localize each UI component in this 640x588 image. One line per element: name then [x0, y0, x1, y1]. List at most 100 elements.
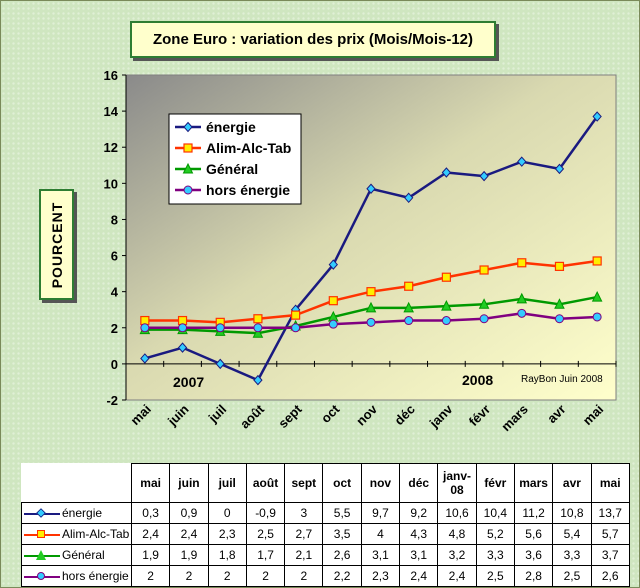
- data-point-energie: [328, 259, 338, 270]
- x-tick-label: oct: [318, 401, 343, 426]
- table-row: hors énergie 2 2 2 2 2 2,2 2,3 2,4 2,4 2,5 2,8 2,5 2,…: [21, 565, 630, 587]
- table-cell: 2,5: [245, 523, 286, 545]
- data-point-energie: [366, 183, 376, 195]
- table-cell: 2: [130, 565, 171, 587]
- table-cell: 2: [284, 565, 324, 587]
- table-cell: 0,9: [169, 502, 209, 524]
- table-row-header: Général: [21, 544, 132, 566]
- table-cell: 5,5: [322, 502, 362, 524]
- table-cell: 2,1: [284, 544, 324, 566]
- series-alim-alc-tab: [140, 256, 602, 327]
- table-cell: 3,2: [437, 544, 477, 566]
- table-row-header: Alim-Alc-Tab: [21, 523, 132, 545]
- x-tick-label: mai: [128, 402, 154, 428]
- x-tick-label: févr: [466, 402, 493, 429]
- table-cell: 2,6: [322, 544, 362, 566]
- table-column-header: sept: [284, 463, 324, 503]
- table-cell: 10,8: [552, 502, 592, 524]
- table-cell: 2,8: [513, 565, 554, 587]
- data-point-hors-energie: [554, 314, 564, 324]
- data-point-general: [403, 301, 415, 313]
- data-point-energie: [554, 163, 565, 175]
- table-column-header: janv- 08: [437, 463, 477, 503]
- data-point-hors-energie: [291, 323, 301, 333]
- table-cell: 2: [245, 565, 286, 587]
- table-cell: 3: [284, 502, 324, 524]
- legend: énergie Alim-Alc-Tab Général hors énergie: [168, 113, 302, 205]
- table-cell: 9,2: [399, 502, 439, 524]
- table-cell: 1,8: [207, 544, 247, 566]
- series-hors-energie: [140, 308, 602, 333]
- y-tick-label: 10: [104, 176, 118, 191]
- legend-item-alim-alc-tab: Alim-Alc-Tab: [175, 140, 291, 156]
- table-column-header: août: [245, 463, 286, 503]
- data-point-alim-alc-tab: [291, 310, 301, 320]
- table-series-key-icon: [24, 529, 60, 541]
- chart-title: Zone Euro : variation des prix (Mois/Moi…: [130, 21, 496, 58]
- table-column-header: févr: [475, 463, 515, 503]
- table-series-key-icon: [24, 571, 60, 583]
- y-tick-label: 6: [111, 249, 118, 264]
- data-point-energie: [404, 192, 414, 204]
- table-cell: 3,6: [513, 544, 554, 566]
- table-cell: 0: [207, 502, 247, 524]
- data-point-alim-alc-tab: [554, 261, 565, 271]
- table-column-header: juin: [169, 463, 209, 503]
- series-layer: [139, 111, 603, 386]
- data-point-alim-alc-tab: [328, 296, 338, 306]
- table-cell: 1,7: [245, 544, 286, 566]
- data-point-energie: [441, 167, 452, 178]
- y-tick-label: 12: [104, 140, 118, 155]
- table-cell: 5,2: [475, 523, 515, 545]
- table-row-header: hors énergie: [21, 565, 132, 587]
- x-tick-label: mars: [498, 402, 531, 435]
- table-cell: 1,9: [169, 544, 209, 566]
- data-point-hors-energie: [328, 319, 338, 329]
- table-cell: 2,3: [207, 523, 247, 545]
- data-point-general: [478, 298, 490, 309]
- table-header-row: mai juin juil août sept oct nov déc janv- 08 févr m…: [22, 463, 630, 503]
- data-point-hors-energie: [215, 323, 225, 333]
- table-column-header: mai: [130, 463, 171, 503]
- legend-item-energie: énergie: [175, 119, 256, 135]
- data-point-hors-energie: [404, 316, 414, 326]
- table-column-header: nov: [360, 463, 401, 503]
- data-point-energie: [253, 374, 263, 386]
- y-tick-label: 0: [111, 357, 118, 372]
- table-row: Alim-Alc-Tab 2,4 2,4 2,3 2,5 2,7 3,5 4 4,3 4,8 5,2…: [21, 523, 630, 545]
- table-cell: 5,4: [552, 523, 592, 545]
- table-cell: 3,5: [322, 523, 362, 545]
- data-point-energie: [517, 156, 527, 167]
- data-point-energie: [177, 342, 188, 353]
- table-series-key-icon: [24, 508, 60, 520]
- table-row-label: Général: [62, 548, 105, 562]
- y-tick-label: 4: [111, 285, 119, 300]
- table-cell: 11,2: [513, 502, 554, 524]
- data-table: mai juin juil août sept oct nov déc janv- 08 févr m…: [21, 463, 630, 587]
- table-cell: 13,7: [590, 502, 630, 524]
- y-tick-label: 2: [111, 321, 118, 336]
- table-column-header: avr: [552, 463, 592, 503]
- x-tick-label: janv: [426, 401, 456, 431]
- annotation-2008: 2008: [462, 372, 493, 388]
- legend-label: Alim-Alc-Tab: [206, 140, 291, 156]
- data-point-alim-alc-tab: [441, 272, 451, 282]
- data-point-alim-alc-tab: [253, 314, 263, 324]
- table-column-header: juil: [207, 463, 247, 503]
- annotation-2007: 2007: [173, 374, 204, 390]
- table-series-key-icon: [24, 549, 60, 562]
- table-row-label: énergie: [62, 506, 103, 520]
- data-point-general: [252, 327, 264, 338]
- data-point-general: [365, 301, 377, 313]
- legend-marker: [182, 162, 194, 174]
- y-axis-label: POURCENT: [39, 189, 74, 300]
- data-point-general: [516, 292, 528, 304]
- table-cell: -0,9: [245, 502, 286, 524]
- x-tick-label: nov: [353, 401, 380, 428]
- x-tick-label: juil: [205, 402, 230, 427]
- table-column-header: mai: [590, 463, 630, 503]
- legend-item-general: Général: [175, 161, 258, 177]
- legend-marker: [183, 143, 193, 153]
- table-cell: 3,7: [590, 544, 630, 566]
